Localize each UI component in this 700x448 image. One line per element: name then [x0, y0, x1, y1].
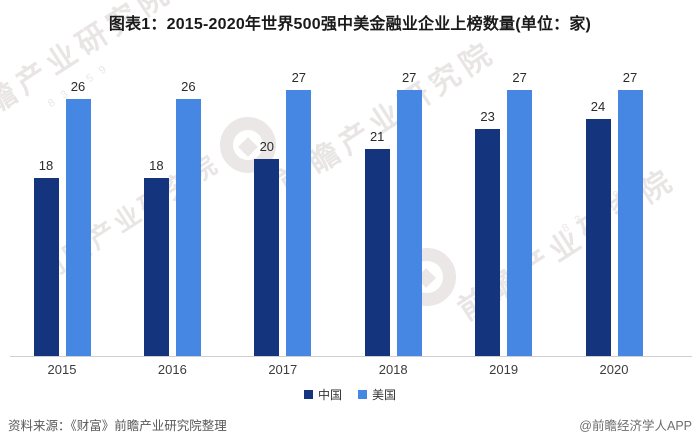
- value-label-美国-2015: 26: [70, 79, 86, 95]
- x-axis-label-2019: 2019: [489, 362, 519, 377]
- source-text: 资料来源：《财富》前瞻产业研究院整理: [8, 419, 227, 433]
- x-axis-label-2018: 2018: [378, 362, 408, 377]
- footer: 资料来源：《财富》前瞻产业研究院整理 @前瞻经济学人APP: [8, 415, 692, 434]
- bar-中国-2018: [364, 148, 390, 356]
- legend-swatch-china: [303, 390, 313, 399]
- bar-美国-2015: [65, 99, 91, 356]
- chart-area: 18 26 18 26 20 27 21 27 23 27 24 27: [0, 60, 700, 356]
- x-axis-label-2016: 2016: [157, 362, 187, 377]
- legend-label-usa: 美国: [372, 388, 397, 402]
- bar-中国-2015: [33, 178, 59, 356]
- legend-label-china: 中国: [317, 388, 342, 402]
- credit-text: @前瞻经济学人APP: [579, 419, 692, 433]
- x-axis-label-2020: 2020: [599, 362, 629, 377]
- bar-中国-2020: [585, 119, 611, 356]
- legend-item-usa: 美国: [358, 386, 396, 403]
- legend: 中国 美国: [0, 386, 700, 403]
- bar-美国-2017: [286, 89, 312, 356]
- value-label-美国-2019: 27: [512, 69, 527, 85]
- legend-swatch-usa: [358, 390, 367, 399]
- bar-美国-2020: [617, 89, 643, 356]
- bar-中国-2017: [254, 158, 280, 356]
- value-label-中国-2020: 24: [590, 99, 606, 115]
- bar-美国-2019: [507, 89, 533, 356]
- value-label-中国-2015: 18: [38, 158, 54, 174]
- bar-美国-2016: [175, 99, 201, 356]
- value-label-美国-2016: 26: [181, 79, 196, 95]
- value-label-美国-2018: 27: [401, 69, 417, 85]
- value-label-中国-2018: 21: [369, 128, 385, 144]
- value-label-中国-2016: 18: [149, 158, 164, 174]
- bar-美国-2018: [396, 89, 422, 356]
- legend-item-china: 中国: [303, 386, 342, 403]
- x-axis-line: [10, 356, 692, 357]
- value-label-中国-2019: 23: [480, 109, 495, 124]
- bar-中国-2019: [475, 129, 501, 356]
- x-axis-label-2017: 2017: [268, 362, 298, 377]
- value-label-美国-2020: 27: [622, 69, 638, 85]
- bar-中国-2016: [143, 178, 169, 356]
- value-label-美国-2017: 27: [291, 69, 307, 85]
- page-title: 图表1：2015-2020年世界500强中美金融业企业上榜数量(单位：家): [108, 16, 592, 33]
- x-axis-label-2015: 2015: [47, 362, 77, 377]
- value-label-中国-2017: 20: [259, 138, 275, 154]
